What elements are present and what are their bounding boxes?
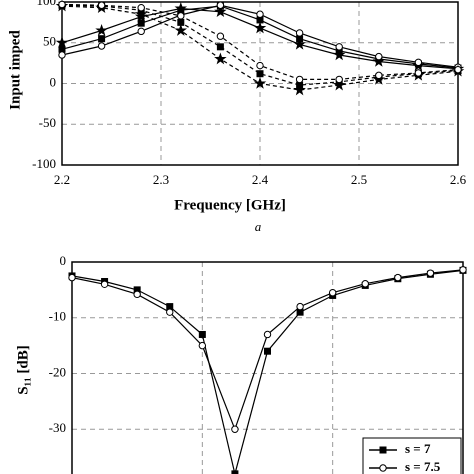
marker	[68, 273, 76, 282]
marker	[459, 266, 467, 274]
marker	[55, 36, 69, 49]
marker	[137, 27, 145, 36]
marker	[97, 42, 106, 50]
marker	[214, 52, 227, 65]
marker	[414, 69, 423, 77]
marker	[133, 290, 141, 299]
marker	[58, 51, 66, 59]
y-tick-label: 0	[50, 74, 57, 89]
x-tick-label: 2.4	[252, 172, 269, 187]
y-tick-label: 0	[60, 253, 67, 268]
x-tick-label: 2.2	[54, 172, 70, 187]
y-tick-label: 100	[37, 0, 57, 8]
marker	[295, 75, 304, 84]
marker	[177, 12, 185, 20]
marker	[137, 19, 145, 27]
marker	[454, 65, 462, 74]
marker	[264, 347, 271, 355]
y-tick-label: -30	[49, 420, 66, 435]
marker	[293, 37, 306, 50]
x-tick-label: 2.6	[450, 172, 467, 187]
y-axis-label: S₁₁ [dB]	[15, 345, 31, 394]
marker	[394, 273, 402, 282]
marker	[214, 5, 227, 18]
marker	[328, 288, 337, 297]
marker	[98, 35, 106, 43]
marker	[177, 18, 185, 26]
legend-marker	[379, 464, 387, 472]
marker	[361, 280, 369, 288]
marker	[293, 83, 306, 96]
marker	[263, 330, 272, 339]
marker	[58, 0, 66, 9]
marker	[375, 71, 383, 80]
x-tick-label: 2.5	[351, 172, 367, 187]
marker	[295, 29, 304, 37]
marker	[216, 1, 225, 9]
marker	[95, 23, 108, 36]
x-tick-label: 2.3	[153, 172, 169, 187]
marker	[97, 1, 106, 9]
y-tick-label: -50	[39, 115, 56, 130]
marker	[174, 23, 188, 36]
marker	[256, 10, 264, 18]
plot-frame	[61, 1, 459, 166]
marker	[198, 341, 207, 350]
legend-label: s = 7	[405, 441, 431, 456]
caption: a	[255, 219, 262, 234]
y-axis-label: Input imped	[7, 30, 23, 110]
marker	[100, 280, 109, 288]
marker	[253, 21, 267, 34]
marker	[414, 58, 423, 67]
series-line	[61, 4, 459, 86]
marker	[332, 48, 346, 61]
legend-marker	[379, 446, 387, 454]
marker	[134, 7, 148, 20]
marker	[296, 302, 304, 311]
marker	[426, 269, 435, 277]
marker	[253, 76, 267, 89]
y-tick-label: -10	[49, 309, 66, 324]
marker	[198, 330, 206, 338]
marker	[335, 43, 343, 51]
marker	[216, 43, 224, 51]
marker	[137, 4, 145, 12]
legend-label: s = 7.5	[405, 459, 441, 474]
y-tick-label: 50	[43, 34, 56, 49]
plot-frame	[71, 261, 464, 474]
marker	[375, 52, 383, 61]
marker	[256, 70, 264, 78]
marker	[216, 32, 225, 40]
marker	[231, 425, 239, 433]
marker	[166, 308, 174, 316]
y-tick-label: -100	[32, 156, 56, 171]
x-axis-label: Frequency [GHz]	[174, 197, 286, 213]
marker	[335, 75, 343, 84]
y-tick-label: -20	[49, 364, 66, 379]
marker	[256, 61, 264, 70]
